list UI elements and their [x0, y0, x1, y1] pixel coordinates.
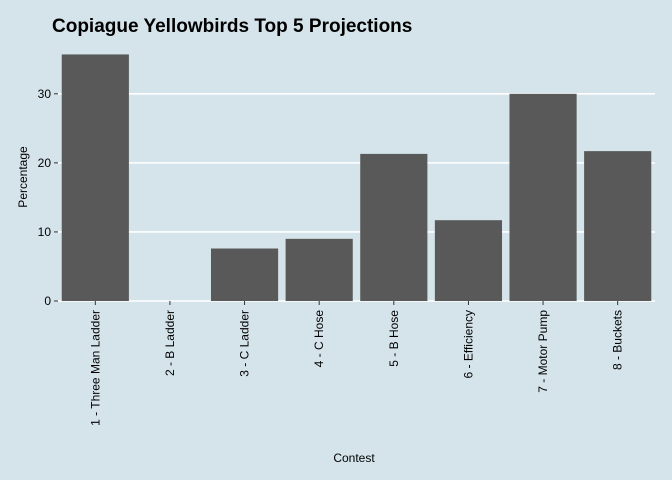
x-tick-label: 6 - Efficiency	[461, 310, 475, 378]
y-tick-label: 0	[44, 294, 51, 308]
x-tick-label: 5 - B Hose	[387, 310, 401, 367]
bar	[360, 153, 428, 301]
bar	[509, 93, 577, 301]
y-tick-label: 20	[38, 156, 52, 170]
bar	[584, 151, 652, 301]
x-tick-label: 4 - C Hose	[312, 310, 326, 368]
y-tick-label: 30	[38, 87, 52, 101]
x-tick-label: 7 - Motor Pump	[536, 310, 550, 393]
x-tick-label: 2 - B Ladder	[163, 310, 177, 376]
x-tick-label: 8 - Buckets	[611, 310, 625, 370]
y-axis-title: Percentage	[16, 146, 30, 208]
y-tick-label: 10	[38, 225, 52, 239]
bar	[434, 220, 503, 301]
x-tick-label: 1 - Three Man Ladder	[88, 310, 102, 426]
bar	[61, 54, 129, 301]
bar	[210, 248, 279, 301]
x-axis-ticks: 1 - Three Man Ladder 2 - B Ladder 3 - C La…	[88, 301, 625, 426]
x-axis-title: Contest	[333, 451, 375, 465]
bar	[285, 238, 353, 301]
x-tick-label: 3 - C Ladder	[238, 310, 252, 377]
bars	[61, 54, 652, 301]
y-axis-ticks: 0 10 20 30	[38, 87, 58, 308]
chart-title: Copiague Yellowbirds Top 5 Projections	[52, 16, 412, 37]
